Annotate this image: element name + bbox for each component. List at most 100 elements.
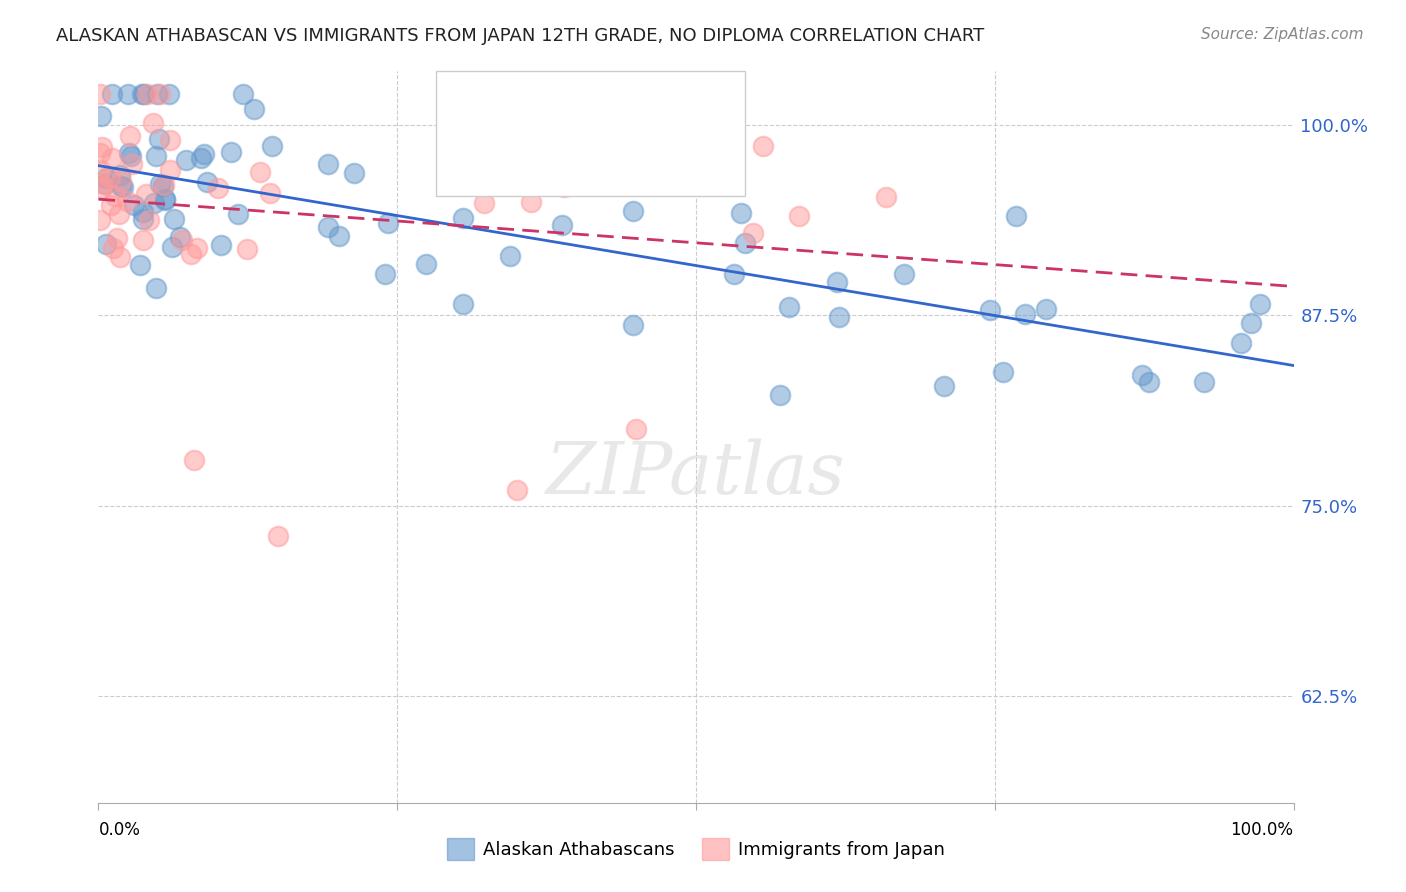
Point [169, 229, 191, 244]
Point [621, 318, 644, 332]
Point [374, 267, 396, 281]
Point [1014, 308, 1036, 322]
Point [90, 176, 112, 190]
Point [228, 207, 250, 221]
Point [343, 166, 366, 180]
Point [94, 236, 117, 251]
Text: R =: R = [527, 138, 567, 156]
Point [626, 422, 648, 436]
Point [152, 178, 174, 193]
Point [415, 257, 437, 271]
Point [219, 145, 242, 159]
Point [100, 198, 122, 212]
Point [1130, 368, 1153, 383]
Point [1137, 375, 1160, 389]
Point [89, 87, 111, 102]
Point [104, 189, 127, 203]
Point [828, 310, 851, 324]
Point [1249, 297, 1271, 311]
Point [769, 388, 792, 402]
Point [129, 258, 152, 272]
Point [316, 157, 339, 171]
Text: Source: ZipAtlas.com: Source: ZipAtlas.com [1201, 27, 1364, 42]
Point [752, 138, 775, 153]
Point [520, 195, 543, 210]
Point [112, 179, 135, 194]
Point [232, 87, 254, 102]
Point [157, 87, 180, 102]
Point [262, 139, 284, 153]
Point [723, 268, 745, 282]
Point [553, 180, 575, 194]
Point [195, 175, 218, 189]
Point [207, 180, 229, 194]
Point [1035, 302, 1057, 317]
Text: 100.0%: 100.0% [1230, 821, 1294, 839]
Point [453, 296, 475, 310]
Point [991, 365, 1014, 379]
Text: 0.0%: 0.0% [98, 821, 141, 839]
Point [162, 240, 184, 254]
Legend: Alaskan Athabascans, Immigrants from Japan: Alaskan Athabascans, Immigrants from Jap… [440, 830, 952, 867]
Point [142, 195, 165, 210]
Point [108, 250, 131, 264]
Point [135, 186, 157, 201]
Point [131, 87, 153, 102]
Point [186, 241, 208, 255]
Point [131, 205, 153, 219]
Point [1004, 209, 1026, 223]
Text: N =: N = [626, 138, 678, 156]
Point [138, 213, 160, 227]
Point [193, 147, 215, 161]
Text: 74: 74 [668, 94, 693, 112]
Point [1192, 375, 1215, 389]
Text: -0.481: -0.481 [569, 94, 634, 112]
Text: 0.024: 0.024 [569, 138, 626, 156]
Point [472, 196, 495, 211]
Point [377, 216, 399, 230]
Point [118, 128, 141, 143]
Point [120, 148, 142, 162]
Point [105, 231, 128, 245]
Point [174, 153, 197, 167]
Point [101, 241, 124, 255]
Point [209, 238, 232, 252]
Point [117, 194, 139, 209]
Point [110, 168, 132, 182]
Point [721, 163, 744, 178]
Point [827, 275, 849, 289]
Point [108, 207, 131, 221]
Point [153, 178, 176, 192]
Point [734, 236, 756, 251]
Point [159, 133, 181, 147]
Point [110, 174, 132, 188]
Point [145, 149, 167, 163]
Point [94, 178, 117, 192]
Point [893, 267, 915, 281]
Point [149, 87, 172, 102]
Point [249, 165, 271, 179]
Point [778, 300, 800, 314]
Text: ALASKAN ATHABASCAN VS IMMIGRANTS FROM JAPAN 12TH GRADE, NO DIPLOMA CORRELATION C: ALASKAN ATHABASCAN VS IMMIGRANTS FROM JA… [56, 27, 984, 45]
Point [1240, 316, 1263, 330]
Point [90, 140, 112, 154]
Text: R =: R = [527, 94, 567, 112]
Point [787, 209, 810, 223]
Point [163, 212, 186, 227]
Point [932, 378, 955, 392]
Point [478, 175, 501, 189]
Point [117, 87, 139, 102]
Point [506, 483, 529, 498]
Point [190, 151, 212, 165]
Point [146, 87, 169, 102]
Point [451, 211, 474, 225]
Point [149, 177, 172, 191]
Point [132, 211, 155, 226]
Point [121, 157, 143, 171]
Point [499, 249, 522, 263]
Point [551, 218, 574, 232]
Point [688, 178, 710, 193]
Point [101, 151, 124, 165]
Point [979, 303, 1001, 318]
Point [180, 247, 202, 261]
